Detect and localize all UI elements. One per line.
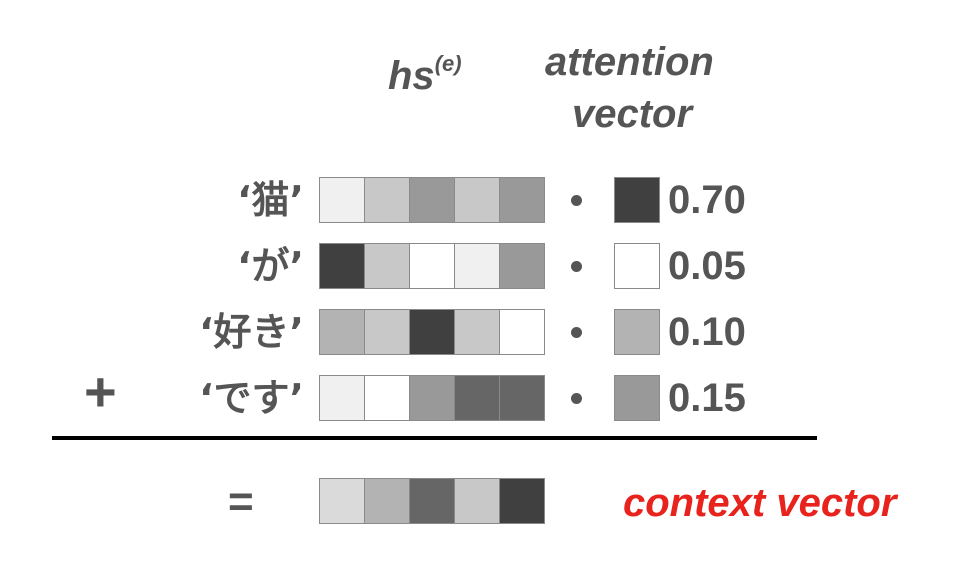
attention-weight-value: 0.70 [668, 178, 746, 222]
attention-weight-value: 0.15 [668, 376, 746, 420]
context-vector-cell [319, 478, 365, 524]
attention-weight-cell [614, 375, 660, 421]
attention-weight-value: 0.05 [668, 244, 746, 288]
hs-header-base: hs [388, 54, 435, 98]
row-0: ‘猫’ 0.70 [0, 177, 974, 223]
hidden-state-cell [499, 177, 545, 223]
context-vector-cells [319, 478, 545, 524]
hidden-state-cell [454, 375, 500, 421]
context-vector-cell [499, 478, 545, 524]
hidden-state-vector [319, 309, 545, 355]
hidden-state-cell [409, 309, 455, 355]
equals-sign: = [228, 477, 254, 526]
context-vector-cell [364, 478, 410, 524]
hidden-state-cell [499, 309, 545, 355]
hidden-state-cell [319, 177, 365, 223]
hidden-state-vector [319, 375, 545, 421]
token-label: ‘です’ [199, 376, 304, 420]
hidden-state-vector [319, 243, 545, 289]
hidden-state-cell [364, 177, 410, 223]
hidden-state-cell [319, 309, 365, 355]
hidden-state-vector [319, 177, 545, 223]
hidden-state-cell [364, 243, 410, 289]
attention-weight-cell [614, 177, 660, 223]
dot-operator [571, 327, 582, 338]
hidden-state-cell [409, 243, 455, 289]
attention-header-line1: attention [545, 40, 714, 84]
context-vector-label: context vector [623, 481, 897, 525]
attention-weight-value: 0.10 [668, 310, 746, 354]
hidden-state-cell [409, 177, 455, 223]
context-vector-cell [409, 478, 455, 524]
token-label: ‘好き’ [199, 310, 304, 354]
hidden-state-cell [454, 177, 500, 223]
row-3: ‘です’ 0.15 [0, 375, 974, 421]
hs-header-superscript: (e) [434, 51, 462, 76]
hs-header: hs(e) [388, 53, 462, 98]
plus-sign: + [84, 360, 117, 423]
attention-weight-cell [614, 243, 660, 289]
hidden-state-cell [454, 243, 500, 289]
row-1: ‘が’ 0.05 [0, 243, 974, 289]
hidden-state-cell [364, 309, 410, 355]
attention-weight-cell [614, 309, 660, 355]
dot-operator [571, 261, 582, 272]
hidden-state-cell [499, 375, 545, 421]
hidden-state-cell [409, 375, 455, 421]
hidden-state-cell [499, 243, 545, 289]
token-label: ‘猫’ [237, 178, 304, 222]
hidden-state-cell [319, 243, 365, 289]
row-2: ‘好き’ 0.10 [0, 309, 974, 355]
hidden-state-cell [364, 375, 410, 421]
dot-operator [571, 195, 582, 206]
context-vector-cell [454, 478, 500, 524]
attention-header-line2: vector [572, 92, 693, 136]
hidden-state-cell [454, 309, 500, 355]
sum-line [52, 436, 817, 440]
token-label: ‘が’ [237, 244, 304, 288]
dot-operator [571, 393, 582, 404]
hidden-state-cell [319, 375, 365, 421]
